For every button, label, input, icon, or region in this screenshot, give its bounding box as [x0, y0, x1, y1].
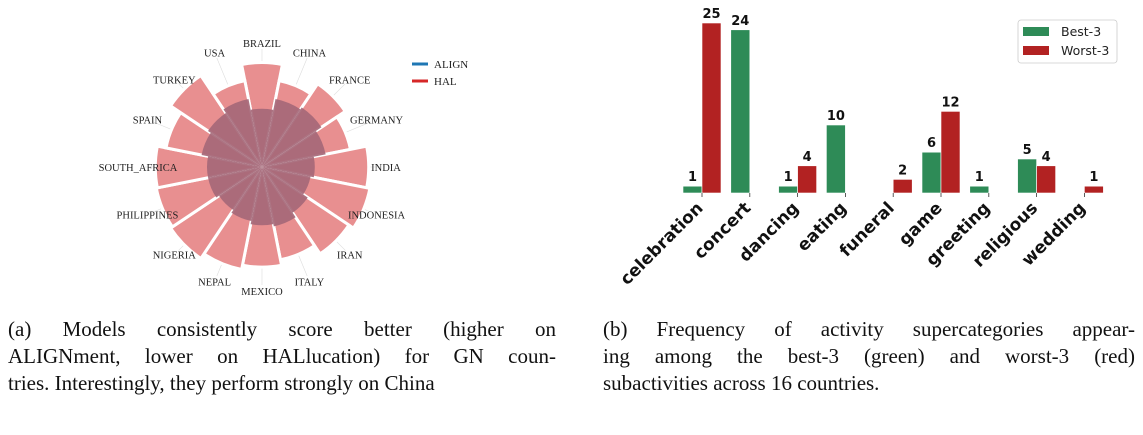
bar-value-label: 12 — [941, 95, 959, 110]
legend-swatch-worst-3 — [1023, 46, 1049, 55]
bar-worst-3-celebration — [701, 22, 722, 194]
caption-b: (b) Frequency of activity supercategorie… — [603, 316, 1135, 397]
align-sector — [231, 167, 262, 221]
bar-best-3-greeting — [969, 185, 990, 194]
bar-value-label: 1 — [784, 170, 793, 185]
country-label: NEPAL — [198, 278, 231, 289]
align-sector — [262, 156, 315, 178]
country-label: NIGERIA — [153, 251, 197, 262]
polar-bar-chart: BRAZIL CHINA FRANCE GERMANY INDIA INDONESIA IR… — [99, 39, 469, 298]
bar-best-3-celebration — [682, 185, 703, 194]
country-label: IRAN — [337, 251, 363, 262]
bar-best-3-eating — [826, 124, 846, 194]
bar-value-label: 1 — [1089, 170, 1098, 185]
bar-worst-3-game — [940, 111, 961, 194]
align-sector — [262, 167, 296, 227]
bar-best-3-dancing — [778, 185, 798, 194]
country-label: BRAZIL — [243, 39, 281, 50]
bar-value-label: 25 — [702, 7, 720, 22]
country-label: INDONESIA — [348, 210, 406, 221]
bar-worst-3-religious — [1036, 165, 1056, 194]
align-sector — [250, 167, 274, 226]
caption-b-line: (b) Frequency of activity supercategorie… — [603, 317, 1135, 341]
caption-a: (a) Models consistently score better (hi… — [8, 316, 556, 397]
align-sector — [262, 107, 322, 167]
bar-value-label: 5 — [1023, 143, 1032, 158]
bar-value-label: 2 — [898, 163, 907, 178]
align-sector — [219, 167, 262, 210]
country-label: GERMANY — [350, 116, 404, 127]
caption-a-line: (a) Models consistently score better (hi… — [8, 317, 556, 341]
bar-best-3-religious — [1017, 158, 1037, 194]
country-label: CHINA — [293, 48, 327, 59]
country-label: USA — [204, 48, 225, 59]
bar-value-label: 1 — [975, 170, 984, 185]
bar-value-label: 6 — [927, 136, 936, 151]
align-sector — [206, 156, 262, 178]
align-sector — [262, 167, 308, 213]
bar-best-3-game — [921, 151, 942, 194]
bar-value-label: 4 — [803, 150, 812, 165]
caption-b-line: ing among the best-3 (green) and worst-3… — [603, 344, 1135, 368]
caption-a-line: tries. Interestingly, they perform stron… — [8, 371, 435, 395]
bar-value-label: 10 — [827, 109, 845, 124]
country-label: SOUTH_AFRICA — [99, 163, 178, 174]
legend-label: ALIGN — [434, 59, 468, 71]
bar-worst-3-funeral — [892, 179, 913, 194]
caption-b-line: subactivities across 16 countries. — [603, 371, 880, 395]
bar-value-label: 24 — [731, 14, 749, 29]
align-sector — [208, 113, 262, 167]
country-label: INDIA — [371, 163, 401, 174]
legend-label: HAL — [434, 76, 457, 88]
align-sector — [201, 132, 262, 167]
country-label: FRANCE — [329, 75, 370, 86]
country-label: PHILIPPINES — [117, 210, 179, 221]
country-label: SPAIN — [133, 116, 163, 127]
country-label: TURKEY — [153, 75, 196, 86]
align-sector — [262, 130, 326, 167]
bar-value-label: 1 — [688, 170, 697, 185]
bar-worst-3-dancing — [797, 165, 817, 194]
bar-value-label: 4 — [1042, 150, 1051, 165]
align-sector — [262, 167, 311, 195]
x-tick-label: celebration — [617, 198, 708, 289]
legend-swatch-best-3 — [1023, 27, 1049, 36]
align-sector — [223, 99, 262, 167]
align-sector — [262, 99, 301, 167]
bar-chart: 125celebration24concert14dancing10eating… — [617, 7, 1118, 289]
bar-worst-3-wedding — [1084, 185, 1104, 194]
align-sector — [250, 108, 274, 167]
legend-label: Worst-3 — [1061, 43, 1109, 58]
country-label: ITALY — [295, 278, 325, 289]
legend-label: Best-3 — [1061, 24, 1101, 39]
align-sector — [208, 167, 262, 198]
caption-a-line: ALIGNment, lower on HALlucation) for GN … — [8, 344, 556, 368]
country-label: MEXICO — [241, 287, 283, 298]
bar-best-3-concert — [730, 29, 751, 194]
